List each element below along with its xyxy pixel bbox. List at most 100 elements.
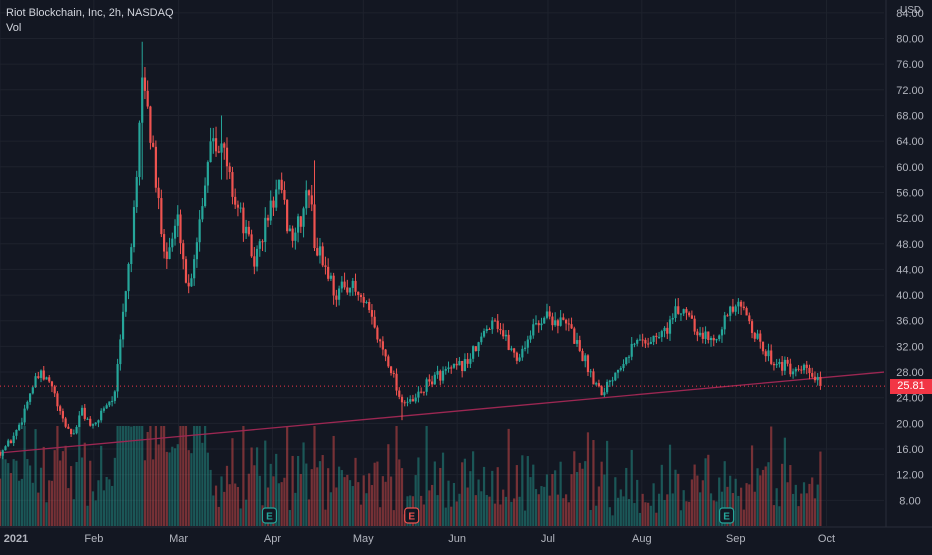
candle-body[interactable] (668, 319, 672, 334)
candle-body[interactable] (294, 232, 297, 241)
candle-body[interactable] (310, 195, 313, 205)
candle-body[interactable] (223, 143, 226, 148)
candle-body[interactable] (696, 331, 699, 336)
candle-body[interactable] (630, 343, 633, 357)
candle-body[interactable] (94, 422, 97, 425)
candle-body[interactable] (573, 328, 576, 344)
candle-body[interactable] (15, 429, 18, 436)
candle-body[interactable] (242, 207, 245, 234)
candle-body[interactable] (488, 328, 491, 330)
candle-body[interactable] (324, 265, 327, 267)
volume-label[interactable]: Vol (6, 22, 22, 34)
candle-body[interactable] (50, 381, 54, 387)
candle-body[interactable] (376, 327, 379, 340)
candle-body[interactable] (225, 147, 229, 167)
candle-body[interactable] (4, 446, 7, 451)
candle-body[interactable] (97, 420, 100, 423)
candle-body[interactable] (258, 241, 261, 249)
candle-body[interactable] (291, 228, 294, 241)
candle-body[interactable] (778, 361, 781, 365)
candle-body[interactable] (113, 391, 116, 401)
candle-body[interactable] (589, 371, 592, 373)
candle-body[interactable] (756, 333, 759, 339)
candle-body[interactable] (652, 335, 655, 342)
candle-body[interactable] (26, 401, 29, 409)
candle-body[interactable] (329, 275, 333, 279)
candle-body[interactable] (362, 297, 365, 303)
candle-body[interactable] (715, 339, 718, 341)
candle-body[interactable] (422, 391, 425, 393)
candle-body[interactable] (357, 291, 360, 295)
candle-body[interactable] (729, 306, 732, 316)
candle-body[interactable] (742, 306, 745, 309)
candle-body[interactable] (616, 369, 620, 373)
candle-body[interactable] (603, 392, 606, 396)
candle-body[interactable] (537, 323, 540, 326)
candle-body[interactable] (124, 291, 127, 312)
candle-body[interactable] (165, 251, 168, 259)
candle-body[interactable] (761, 341, 765, 352)
candle-body[interactable] (239, 207, 242, 209)
candle-body[interactable] (783, 359, 786, 371)
candle-body[interactable] (474, 346, 477, 352)
candle-body[interactable] (614, 372, 617, 381)
candle-body[interactable] (280, 179, 283, 191)
candle-body[interactable] (551, 316, 554, 326)
candle-body[interactable] (502, 330, 505, 337)
candle-body[interactable] (217, 151, 220, 153)
candle-body[interactable] (723, 315, 726, 330)
candle-layer[interactable] (0, 41, 822, 460)
candle-body[interactable] (477, 342, 480, 352)
candle-body[interactable] (23, 408, 26, 423)
candle-body[interactable] (275, 189, 278, 208)
candle-body[interactable] (734, 306, 737, 312)
candle-body[interactable] (504, 334, 508, 337)
earnings-marker[interactable]: E (718, 507, 735, 524)
candle-body[interactable] (791, 371, 795, 375)
candle-body[interactable] (305, 190, 308, 209)
candle-body[interactable] (316, 248, 319, 256)
candle-body[interactable] (720, 329, 724, 336)
candle-body[interactable] (209, 141, 212, 163)
candle-body[interactable] (288, 228, 291, 232)
candle-body[interactable] (740, 301, 743, 307)
candle-body[interactable] (152, 142, 155, 147)
candle-body[interactable] (693, 318, 696, 332)
candle-body[interactable] (313, 204, 316, 249)
candle-body[interactable] (420, 391, 423, 393)
candle-body[interactable] (130, 247, 133, 265)
candle-body[interactable] (677, 306, 680, 314)
candle-body[interactable] (597, 383, 601, 387)
candle-body[interactable] (499, 328, 502, 331)
candle-body[interactable] (447, 367, 450, 370)
candle-body[interactable] (805, 364, 808, 368)
candle-body[interactable] (627, 356, 631, 358)
candle-body[interactable] (149, 106, 152, 143)
candle-body[interactable] (190, 278, 193, 287)
candle-body[interactable] (608, 380, 611, 382)
candle-body[interactable] (102, 408, 106, 411)
candle-body[interactable] (48, 377, 51, 382)
candle-body[interactable] (392, 373, 395, 375)
candle-body[interactable] (53, 386, 56, 394)
candle-body[interactable] (463, 359, 467, 372)
candle-body[interactable] (523, 347, 527, 349)
candle-body[interactable] (750, 321, 754, 333)
candle-body[interactable] (600, 386, 603, 396)
candle-body[interactable] (157, 187, 160, 199)
candle-body[interactable] (562, 317, 565, 320)
candle-body[interactable] (381, 341, 384, 350)
candle-body[interactable] (813, 376, 817, 381)
candle-body[interactable] (674, 306, 677, 318)
y-axis[interactable]: 8.00 12.00 16.00 20.00 24.00 28.00 32.00 36.00 4… (896, 8, 924, 508)
candle-body[interactable] (283, 190, 286, 200)
candle-body[interactable] (121, 311, 125, 340)
candle-body[interactable] (472, 346, 475, 359)
candle-body[interactable] (441, 370, 445, 381)
candle-body[interactable] (34, 376, 37, 388)
candle-body[interactable] (127, 264, 130, 292)
candle-body[interactable] (89, 418, 92, 426)
candle-body[interactable] (335, 295, 338, 300)
earnings-marker[interactable]: E (404, 507, 420, 524)
